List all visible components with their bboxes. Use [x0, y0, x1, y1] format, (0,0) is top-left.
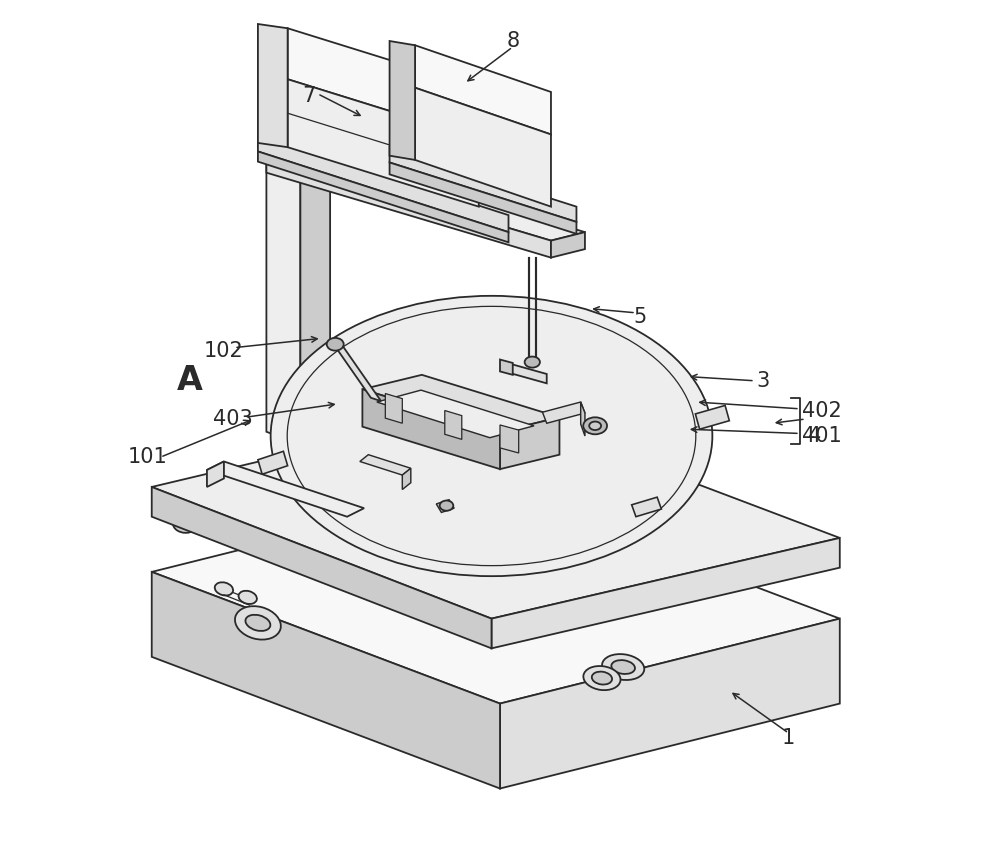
Polygon shape [415, 88, 551, 207]
Polygon shape [542, 402, 585, 423]
Polygon shape [266, 147, 330, 168]
Polygon shape [266, 156, 551, 257]
Polygon shape [258, 151, 508, 242]
Polygon shape [152, 406, 840, 619]
Ellipse shape [525, 357, 540, 368]
Polygon shape [362, 389, 500, 469]
Text: 101: 101 [128, 447, 167, 467]
Text: 102: 102 [204, 341, 244, 361]
Polygon shape [258, 24, 288, 147]
Polygon shape [390, 162, 576, 233]
Polygon shape [288, 80, 479, 207]
Polygon shape [695, 405, 729, 429]
Polygon shape [288, 28, 479, 139]
Polygon shape [500, 425, 519, 453]
Polygon shape [390, 147, 576, 222]
Text: 5: 5 [634, 307, 647, 327]
Polygon shape [258, 451, 288, 475]
Polygon shape [581, 402, 585, 436]
Text: 1: 1 [782, 728, 795, 747]
Ellipse shape [602, 654, 644, 680]
Polygon shape [152, 487, 840, 704]
Polygon shape [500, 360, 513, 374]
Polygon shape [152, 572, 500, 788]
Polygon shape [632, 497, 661, 516]
Polygon shape [436, 499, 454, 512]
Polygon shape [492, 538, 840, 648]
Ellipse shape [271, 296, 712, 576]
Ellipse shape [173, 514, 198, 533]
Polygon shape [445, 410, 462, 439]
Polygon shape [266, 147, 585, 240]
Text: 4: 4 [808, 426, 821, 446]
Polygon shape [385, 393, 402, 423]
Polygon shape [402, 469, 411, 490]
Text: 401: 401 [802, 426, 841, 446]
Polygon shape [258, 134, 508, 232]
Polygon shape [377, 390, 534, 438]
Ellipse shape [611, 660, 635, 674]
Ellipse shape [245, 615, 270, 631]
Polygon shape [266, 156, 300, 445]
Polygon shape [362, 374, 559, 432]
Ellipse shape [235, 606, 281, 640]
Polygon shape [207, 462, 364, 516]
Ellipse shape [583, 417, 607, 434]
Polygon shape [207, 462, 224, 487]
Polygon shape [415, 45, 551, 134]
Polygon shape [330, 339, 381, 401]
Text: 402: 402 [802, 400, 841, 421]
Ellipse shape [589, 422, 601, 430]
Ellipse shape [440, 500, 453, 510]
Polygon shape [551, 232, 585, 257]
Text: 3: 3 [757, 371, 770, 391]
Ellipse shape [239, 591, 257, 604]
Ellipse shape [592, 672, 612, 685]
Polygon shape [360, 455, 411, 475]
Ellipse shape [215, 582, 233, 595]
Ellipse shape [327, 338, 344, 351]
Text: 8: 8 [506, 31, 519, 51]
Polygon shape [152, 487, 492, 648]
Text: 7: 7 [302, 86, 316, 106]
Text: 403: 403 [213, 409, 252, 429]
Text: A: A [177, 364, 203, 398]
Polygon shape [500, 417, 559, 469]
Polygon shape [300, 160, 330, 445]
Polygon shape [500, 619, 840, 788]
Polygon shape [390, 41, 415, 160]
Polygon shape [510, 363, 547, 383]
Ellipse shape [583, 666, 621, 690]
